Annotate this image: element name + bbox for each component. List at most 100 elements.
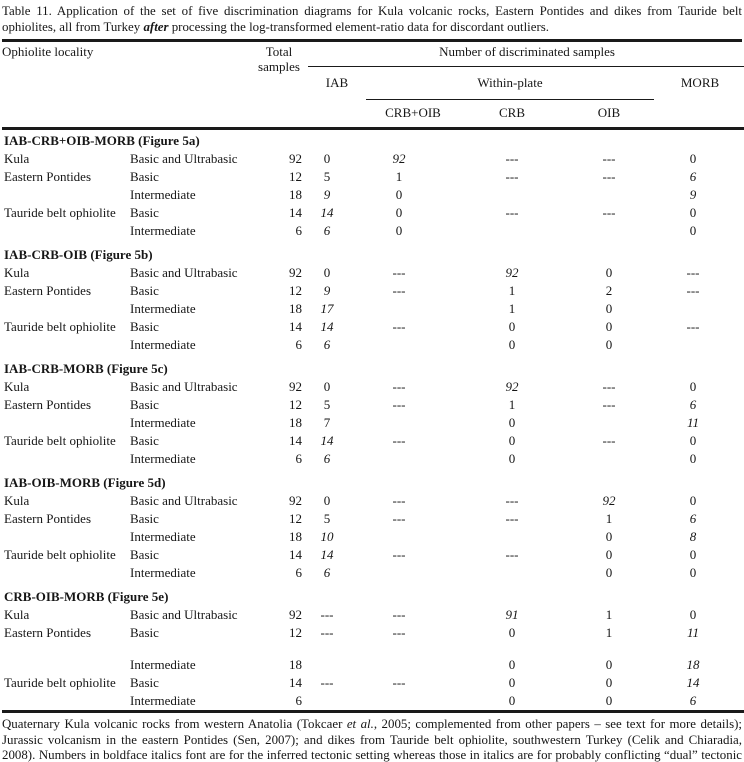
section-title-row: IAB-CRB-OIB (Figure 5b) <box>2 240 744 264</box>
cell-oib: --- <box>602 169 616 184</box>
cell-total: 14 <box>289 547 302 562</box>
cell-oib: 0 <box>605 657 613 672</box>
cell-rock-type: Intermediate <box>130 301 196 316</box>
cell-crb-oib: --- <box>392 547 406 562</box>
cell-crb-oib <box>366 656 460 674</box>
cell-oib: 0 <box>605 529 613 544</box>
cell-rock-type: Basic and Ultrabasic <box>130 607 238 622</box>
cell-iab: 7 <box>323 415 331 430</box>
data-row: Intermediate 6 6 0 0 <box>2 564 744 582</box>
cell-crb: 1 <box>508 301 516 316</box>
cell-rock-type: Basic and Ultrabasic <box>130 151 238 166</box>
cell-oib: --- <box>602 151 616 166</box>
cell-crb: 91 <box>505 607 519 622</box>
cell-morb: 6 <box>689 693 697 708</box>
cell-iab: 0 <box>323 493 331 508</box>
cell-locality <box>2 300 130 318</box>
cell-crb: 1 <box>508 397 516 412</box>
cell-oib: 1 <box>605 607 613 622</box>
cell-morb: --- <box>686 319 700 334</box>
header-ophiolite-locality: Ophiolite locality <box>2 42 250 130</box>
cell-oib: --- <box>602 379 616 394</box>
cell-crb: 0 <box>508 675 516 690</box>
cell-iab: 0 <box>323 379 331 394</box>
cell-morb: 0 <box>689 607 697 622</box>
section-title-row: IAB-CRB+OIB-MORB (Figure 5a) <box>2 129 744 151</box>
cell-crb-oib: --- <box>392 493 406 508</box>
cell-locality <box>2 692 130 712</box>
data-row: Kula Basic and Ultrabasic 92 0 92 --- --- 0 <box>2 150 744 168</box>
cell-iab: 6 <box>323 565 331 580</box>
cell-morb: 0 <box>689 433 697 448</box>
cell-rock-type: Basic <box>130 511 159 526</box>
cell-oib: 0 <box>605 301 613 316</box>
table-header: Ophiolite locality Total samples Number … <box>2 42 744 130</box>
cell-iab: 14 <box>320 547 334 562</box>
cell-morb: --- <box>686 265 700 280</box>
cell-crb-oib: --- <box>392 675 406 690</box>
cell-rock-type: Basic <box>130 205 159 220</box>
data-row: Kula Basic and Ultrabasic 92 --- --- 91 1 0 <box>2 606 744 624</box>
cell-total: 18 <box>289 415 302 430</box>
header-crb: CRB <box>460 99 564 130</box>
cell-iab: --- <box>320 675 334 690</box>
cell-crb-oib: --- <box>392 607 406 622</box>
cell-oib: 0 <box>605 693 613 708</box>
cell-total: 92 <box>289 151 302 166</box>
cell-rock-type: Basic and Ultrabasic <box>130 493 238 508</box>
cell-total: 14 <box>289 433 302 448</box>
cell-rock-type: Intermediate <box>130 657 196 672</box>
cell-locality: Eastern Pontides <box>4 397 92 412</box>
section-title: IAB-OIB-MORB (Figure 5d) <box>4 475 166 490</box>
cell-morb: 11 <box>687 625 700 640</box>
cell-crb: --- <box>505 511 519 526</box>
cell-iab: 6 <box>323 337 331 352</box>
data-row: Kula Basic and Ultrabasic 92 0 --- 92 --- 0 <box>2 378 744 396</box>
caption-text-1: Table 11. Application of the set of five… <box>2 4 742 34</box>
cell-locality <box>2 186 130 204</box>
cell-iab <box>308 692 366 712</box>
data-row: Intermediate 18 10 0 8 <box>2 528 744 546</box>
caption-text-2: processing the log-transformed element-r… <box>168 19 550 34</box>
caption-emphasis: after <box>143 19 169 34</box>
cell-oib: 0 <box>605 265 613 280</box>
cell-morb: 0 <box>689 379 697 394</box>
data-row: Eastern Pontides Basic 12 5 --- --- 1 6 <box>2 510 744 528</box>
cell-locality: Tauride belt ophiolite <box>4 205 116 220</box>
cell-oib: 0 <box>605 319 613 334</box>
cell-crb: --- <box>505 205 519 220</box>
cell-morb: 0 <box>689 547 697 562</box>
cell-rock-type: Intermediate <box>130 451 196 466</box>
section-title-row: IAB-CRB-MORB (Figure 5c) <box>2 354 744 378</box>
data-row: Intermediate 6 6 0 0 <box>2 336 744 354</box>
cell-iab: 6 <box>323 223 331 238</box>
section-title: CRB-OIB-MORB (Figure 5e) <box>4 589 169 604</box>
cell-crb-oib: --- <box>392 379 406 394</box>
cell-morb: 0 <box>689 205 697 220</box>
cell-iab <box>308 656 366 674</box>
cell-oib: 0 <box>605 675 613 690</box>
cell-morb: 0 <box>689 451 697 466</box>
cell-crb: 0 <box>508 433 516 448</box>
cell-morb: --- <box>686 283 700 298</box>
data-row: Kula Basic and Ultrabasic 92 0 --- 92 0 --- <box>2 264 744 282</box>
cell-crb-oib: --- <box>392 625 406 640</box>
cell-iab: 0 <box>323 265 331 280</box>
cell-rock-type: Intermediate <box>130 223 196 238</box>
cell-oib <box>564 414 654 432</box>
cell-crb: 0 <box>508 657 516 672</box>
cell-morb <box>654 300 744 318</box>
cell-total: 14 <box>289 205 302 220</box>
cell-crb-oib <box>366 450 460 468</box>
cell-morb: 0 <box>689 223 697 238</box>
cell-rock-type: Basic and Ultrabasic <box>130 379 238 394</box>
cell-oib: --- <box>602 433 616 448</box>
cell-locality: Tauride belt ophiolite <box>4 547 116 562</box>
cell-oib: --- <box>602 397 616 412</box>
cell-crb-oib <box>366 414 460 432</box>
cell-total: 12 <box>289 169 302 184</box>
cell-morb: 18 <box>686 657 700 672</box>
cell-oib: 0 <box>605 547 613 562</box>
cell-rock-type: Intermediate <box>130 565 196 580</box>
